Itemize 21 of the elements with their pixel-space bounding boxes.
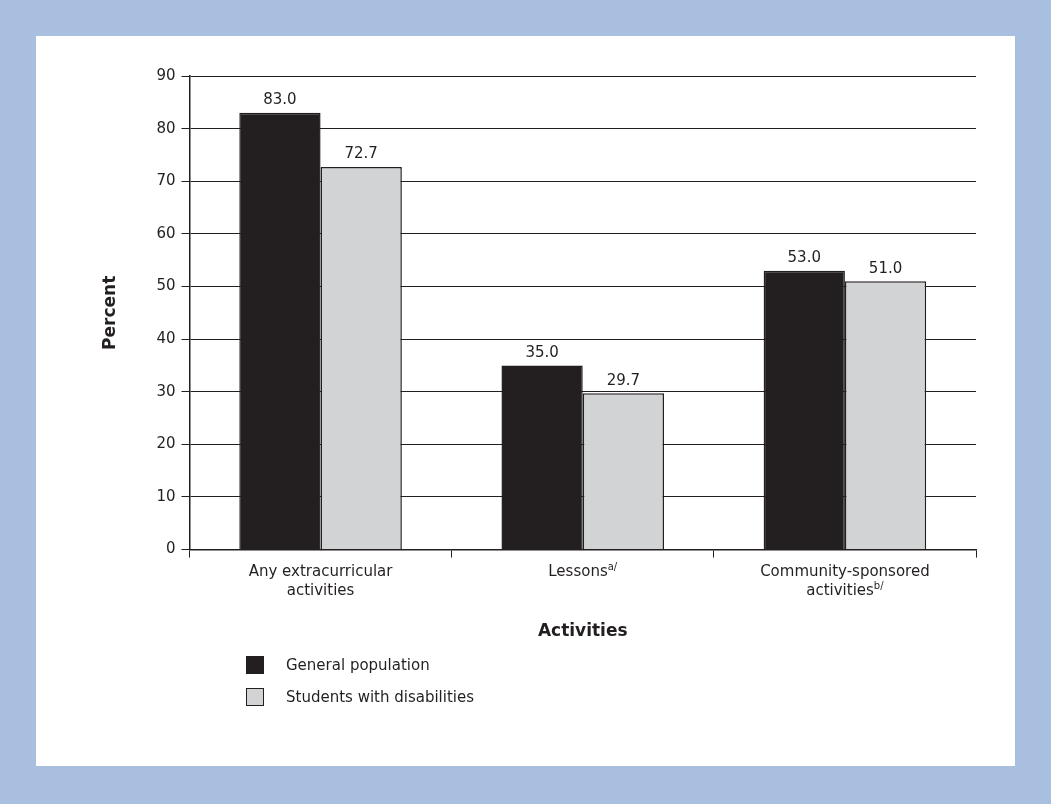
legend-label: General population	[286, 656, 430, 674]
y-tick-label: 80	[156, 118, 176, 137]
y-tick-label: 90	[156, 65, 176, 84]
data-label: 72.7	[344, 144, 378, 163]
y-axis-title: Percent	[98, 275, 119, 350]
data-label: 35.0	[525, 342, 559, 361]
y-tick-label: 50	[156, 276, 176, 295]
y-tick-label: 10	[156, 486, 176, 505]
y-tick-label: 60	[156, 223, 176, 242]
data-label: 51.0	[868, 258, 903, 277]
y-tick-label: 40	[156, 329, 176, 347]
x-tick-label: Any extracurricular activities	[248, 561, 394, 599]
y-tick-label: 70	[156, 171, 176, 190]
data-label: 29.7	[606, 370, 641, 389]
y-tick-label: 30	[156, 381, 176, 400]
data-label: 83.0	[263, 90, 297, 109]
y-tick-label: 20	[156, 434, 176, 453]
x-axis-title: Activities	[537, 620, 628, 641]
legend-label: Students with disabilities	[286, 688, 475, 706]
y-tick-label: 0	[165, 539, 176, 558]
data-label: 53.0	[787, 248, 821, 267]
